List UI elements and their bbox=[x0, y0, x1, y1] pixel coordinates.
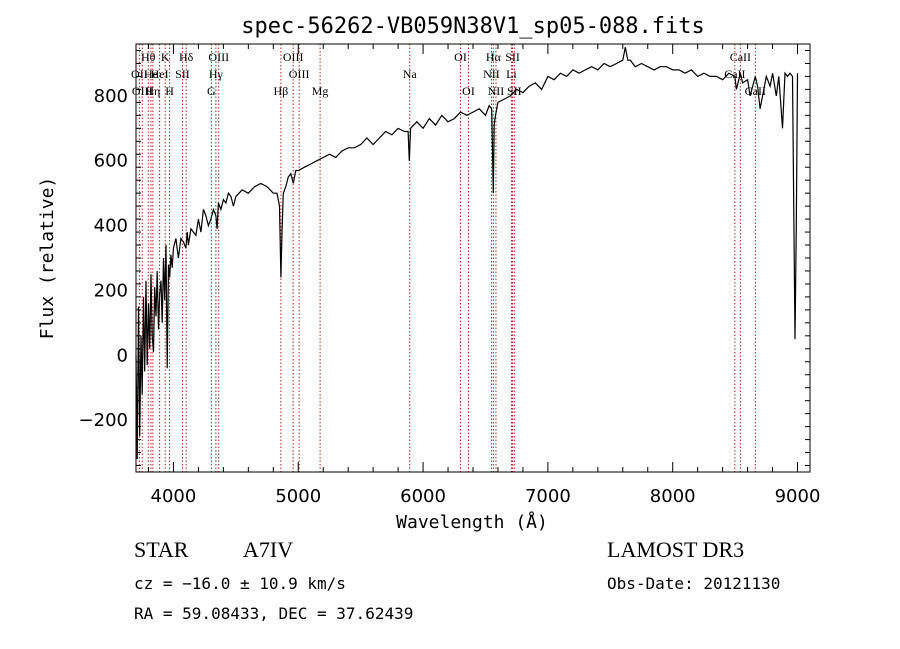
line-marker-label: NII bbox=[488, 84, 505, 98]
y-tick-label: −200 bbox=[79, 410, 128, 431]
line-marker-label: OIII bbox=[132, 84, 153, 98]
line-marker-label: Hθ bbox=[141, 50, 156, 64]
line-marker-label: CaII bbox=[730, 50, 751, 64]
line-marker-label: K bbox=[161, 50, 170, 64]
y-tick-label: 0 bbox=[117, 345, 128, 366]
line-marker-label: OIII bbox=[283, 50, 304, 64]
line-marker-label: Hγ bbox=[209, 67, 224, 81]
line-marker-label: OI bbox=[454, 50, 467, 64]
line-marker-label: He bbox=[144, 67, 158, 81]
spectrum-line bbox=[135, 47, 799, 460]
line-marker-label: H bbox=[165, 84, 174, 98]
x-axis: 4000 5000 6000 7000 8000 9000 bbox=[147, 44, 821, 507]
line-marker-label: OI bbox=[462, 84, 475, 98]
line-marker-label: Hη bbox=[145, 84, 160, 98]
line-marker-label: OII bbox=[131, 67, 148, 81]
x-tick-label: 9000 bbox=[775, 486, 821, 507]
line-marker-label: SII bbox=[505, 50, 520, 64]
object-subclass: A7IV bbox=[243, 537, 293, 562]
line-marker-label: OIII bbox=[289, 67, 310, 81]
line-marker-label: Hβ bbox=[274, 84, 289, 98]
redshift-velocity: cz = −16.0 ± 10.9 km/s bbox=[134, 574, 346, 593]
line-marker-label: NII bbox=[483, 67, 500, 81]
coordinates: RA = 59.08433, DEC = 37.62439 bbox=[134, 604, 413, 623]
line-marker-label: SII bbox=[175, 67, 190, 81]
line-marker-label: Na bbox=[403, 67, 418, 81]
x-tick-label: 5000 bbox=[275, 486, 321, 507]
plot-frame bbox=[135, 43, 811, 473]
chart-title: spec-56262-VB059N38V1_sp05-088.fits bbox=[241, 14, 705, 39]
y-tick-label: 800 bbox=[94, 86, 128, 107]
line-marker-label: CaII bbox=[724, 67, 745, 81]
y-tick-label: 400 bbox=[94, 216, 128, 237]
line-marker-label: Hα bbox=[486, 50, 502, 64]
line-marker-label: Mg bbox=[312, 84, 329, 98]
y-axis: −200 0 200 400 600 800 bbox=[79, 49, 810, 467]
line-markers bbox=[138, 44, 756, 472]
line-marker-label: Hδ bbox=[179, 50, 194, 64]
y-tick-label: 200 bbox=[94, 280, 128, 301]
observation-date: Obs-Date: 20121130 bbox=[607, 574, 780, 593]
x-tick-label: 4000 bbox=[151, 486, 197, 507]
x-tick-label: 8000 bbox=[650, 486, 696, 507]
line-marker-label: Li bbox=[506, 67, 517, 81]
survey-name: LAMOST DR3 bbox=[607, 537, 744, 562]
x-axis-title: Wavelength (Å) bbox=[396, 511, 548, 533]
x-tick-label: 7000 bbox=[525, 486, 571, 507]
x-tick-label: 6000 bbox=[400, 486, 446, 507]
line-marker-label: HeI bbox=[151, 67, 169, 81]
line-marker-label: OIII bbox=[208, 50, 229, 64]
y-tick-label: 600 bbox=[94, 151, 128, 172]
y-axis-title: Flux (relative) bbox=[37, 177, 58, 340]
line-marker-label: G bbox=[207, 84, 216, 98]
object-class: STAR bbox=[134, 537, 189, 562]
